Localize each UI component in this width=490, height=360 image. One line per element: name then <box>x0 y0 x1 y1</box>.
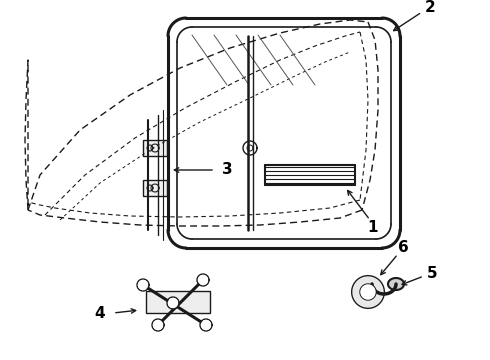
Text: 5: 5 <box>427 266 437 282</box>
Polygon shape <box>353 277 383 307</box>
Text: 3: 3 <box>221 162 232 177</box>
Polygon shape <box>169 298 177 307</box>
FancyBboxPatch shape <box>143 140 167 156</box>
Text: 6: 6 <box>397 239 408 255</box>
Polygon shape <box>139 280 147 289</box>
Text: 1: 1 <box>368 220 378 234</box>
FancyBboxPatch shape <box>143 180 167 196</box>
Polygon shape <box>361 285 375 299</box>
FancyBboxPatch shape <box>146 291 210 313</box>
Text: 2: 2 <box>425 0 436 15</box>
Polygon shape <box>201 320 211 329</box>
Polygon shape <box>198 275 207 284</box>
Text: 4: 4 <box>95 306 105 320</box>
Polygon shape <box>389 279 403 289</box>
Polygon shape <box>153 320 163 329</box>
